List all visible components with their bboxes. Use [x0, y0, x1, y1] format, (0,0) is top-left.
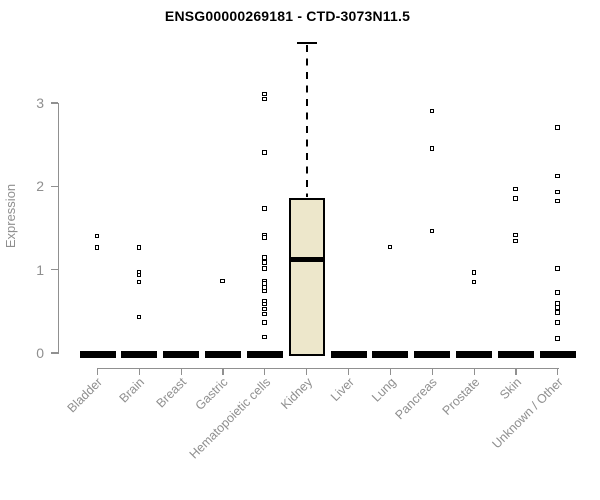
y-axis-tick: [51, 269, 58, 271]
zero-expression-bar: [205, 351, 242, 358]
zero-expression-bar: [121, 351, 158, 358]
boxplot-box: [288, 198, 325, 356]
y-tick-label: 1: [36, 261, 44, 278]
data-point: [136, 314, 142, 319]
data-point: [555, 290, 560, 295]
x-tick-label: Kidney: [277, 375, 315, 412]
data-point: [555, 310, 560, 315]
x-axis-tick: [264, 368, 266, 375]
data-point: [555, 305, 560, 310]
data-point: [262, 150, 267, 155]
whisker-cap: [296, 41, 317, 45]
data-point: [262, 260, 267, 265]
data-point: [429, 108, 435, 114]
data-point: [136, 279, 142, 284]
x-tick-label: Gastric: [193, 375, 231, 413]
data-point: [94, 245, 100, 250]
data-point: [262, 334, 267, 339]
data-point: [513, 196, 518, 201]
zero-expression-bar: [414, 351, 451, 358]
data-point: [387, 244, 393, 249]
data-point: [555, 198, 560, 204]
data-point: [262, 281, 267, 286]
y-axis-tick: [51, 185, 58, 187]
data-point: [136, 272, 142, 278]
zero-expression-bar: [163, 351, 200, 358]
data-point: [555, 125, 560, 130]
data-point: [262, 255, 267, 260]
zero-expression-bar: [330, 351, 367, 358]
data-point: [262, 288, 267, 294]
x-tick-label: Breast: [153, 375, 190, 411]
data-point: [513, 238, 518, 244]
y-tick-label: 2: [36, 178, 44, 195]
data-point: [555, 301, 560, 306]
x-axis-tick: [138, 368, 140, 375]
y-axis-tick: [51, 102, 58, 104]
boxplot-median-line: [290, 257, 324, 263]
x-tick-label: Bladder: [65, 375, 106, 416]
data-point: [471, 270, 476, 275]
y-tick-label: 0: [36, 345, 44, 361]
data-point: [429, 228, 435, 234]
zero-expression-bar: [246, 351, 283, 358]
data-point: [262, 312, 267, 317]
x-tick-label: Hematopoietic cells: [186, 375, 273, 462]
y-axis-line: [58, 103, 60, 354]
chart-title: ENSG00000269181 - CTD-3073N11.5: [164, 8, 411, 24]
data-point: [262, 307, 267, 312]
data-point: [262, 92, 267, 97]
x-tick-label: Prostate: [439, 375, 483, 418]
zero-expression-bar: [79, 351, 116, 358]
x-tick-label: Brain: [116, 375, 148, 406]
zero-expression-bar: [498, 351, 534, 358]
zero-expression-bar: [539, 351, 576, 358]
data-point: [555, 320, 560, 325]
x-axis-tick: [515, 368, 517, 375]
data-point: [262, 320, 267, 325]
y-tick-label: 3: [36, 95, 44, 111]
data-point: [471, 279, 476, 284]
data-point: [555, 336, 560, 341]
x-axis-tick: [473, 368, 475, 375]
whisker-dashed-line: [305, 45, 308, 197]
data-point: [262, 206, 267, 211]
data-point: [262, 302, 267, 307]
x-axis-tick: [222, 368, 224, 375]
data-point: [136, 245, 142, 250]
data-point: [262, 235, 267, 240]
data-point: [220, 278, 225, 284]
zero-expression-bar: [372, 351, 409, 358]
data-point: [555, 173, 560, 179]
x-tick-label: Lung: [368, 375, 399, 405]
y-axis-tick: [51, 352, 58, 354]
data-point: [429, 146, 435, 151]
x-tick-label: Liver: [327, 375, 357, 405]
x-axis-tick: [306, 368, 308, 375]
x-axis-tick: [96, 368, 99, 375]
x-axis-tick: [431, 368, 433, 375]
data-point: [94, 233, 100, 239]
x-axis-tick: [348, 368, 350, 375]
data-point: [555, 266, 560, 271]
x-axis-tick: [180, 368, 182, 375]
x-axis-line: [97, 368, 559, 370]
data-point: [262, 266, 267, 271]
x-axis-tick: [557, 368, 559, 375]
data-point: [555, 189, 560, 194]
x-axis-tick: [389, 368, 392, 375]
data-point: [513, 232, 518, 238]
data-point: [513, 187, 518, 192]
x-tick-label: Pancreas: [392, 375, 441, 423]
x-tick-label: Skin: [496, 375, 524, 403]
data-point: [262, 97, 267, 102]
zero-expression-bar: [456, 351, 493, 358]
